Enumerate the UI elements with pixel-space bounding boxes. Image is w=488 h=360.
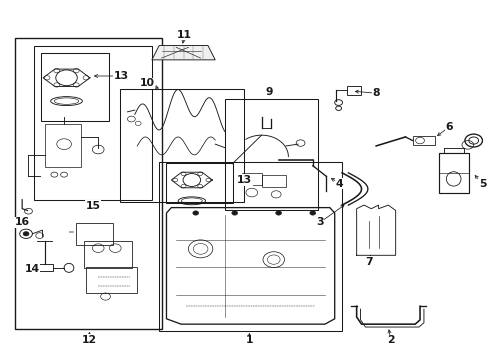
Bar — [242, 173, 261, 185]
Text: 7: 7 — [364, 257, 372, 267]
Bar — [159, 162, 341, 330]
Bar — [346, 86, 360, 95]
Text: 2: 2 — [386, 335, 394, 345]
Bar — [412, 136, 434, 145]
Bar — [120, 89, 244, 202]
Text: 13: 13 — [113, 71, 128, 81]
Bar — [37, 264, 53, 271]
Bar — [86, 267, 137, 293]
Circle shape — [275, 211, 281, 215]
Bar — [15, 39, 161, 329]
Bar — [41, 53, 109, 121]
Bar — [44, 125, 81, 167]
Circle shape — [23, 231, 29, 236]
Text: 4: 4 — [335, 179, 343, 189]
Text: 16: 16 — [15, 217, 30, 227]
Text: 9: 9 — [264, 87, 272, 97]
Bar — [261, 175, 285, 187]
Circle shape — [309, 211, 315, 215]
Bar — [438, 153, 468, 193]
Circle shape — [231, 211, 237, 215]
Bar — [83, 241, 132, 268]
Text: 1: 1 — [245, 335, 253, 345]
Text: 6: 6 — [445, 122, 452, 132]
Bar — [224, 99, 317, 211]
Bar — [166, 163, 233, 203]
Bar — [34, 45, 152, 200]
Text: 8: 8 — [372, 88, 379, 98]
Text: 13: 13 — [237, 175, 251, 185]
Text: 11: 11 — [177, 30, 192, 40]
Text: 3: 3 — [316, 217, 323, 227]
Text: 12: 12 — [81, 334, 97, 345]
Text: 5: 5 — [478, 179, 485, 189]
Text: 14: 14 — [24, 264, 40, 274]
Circle shape — [192, 211, 198, 215]
Polygon shape — [152, 45, 215, 60]
Bar — [76, 223, 113, 244]
Text: 10: 10 — [139, 78, 154, 88]
Text: 15: 15 — [85, 201, 100, 211]
